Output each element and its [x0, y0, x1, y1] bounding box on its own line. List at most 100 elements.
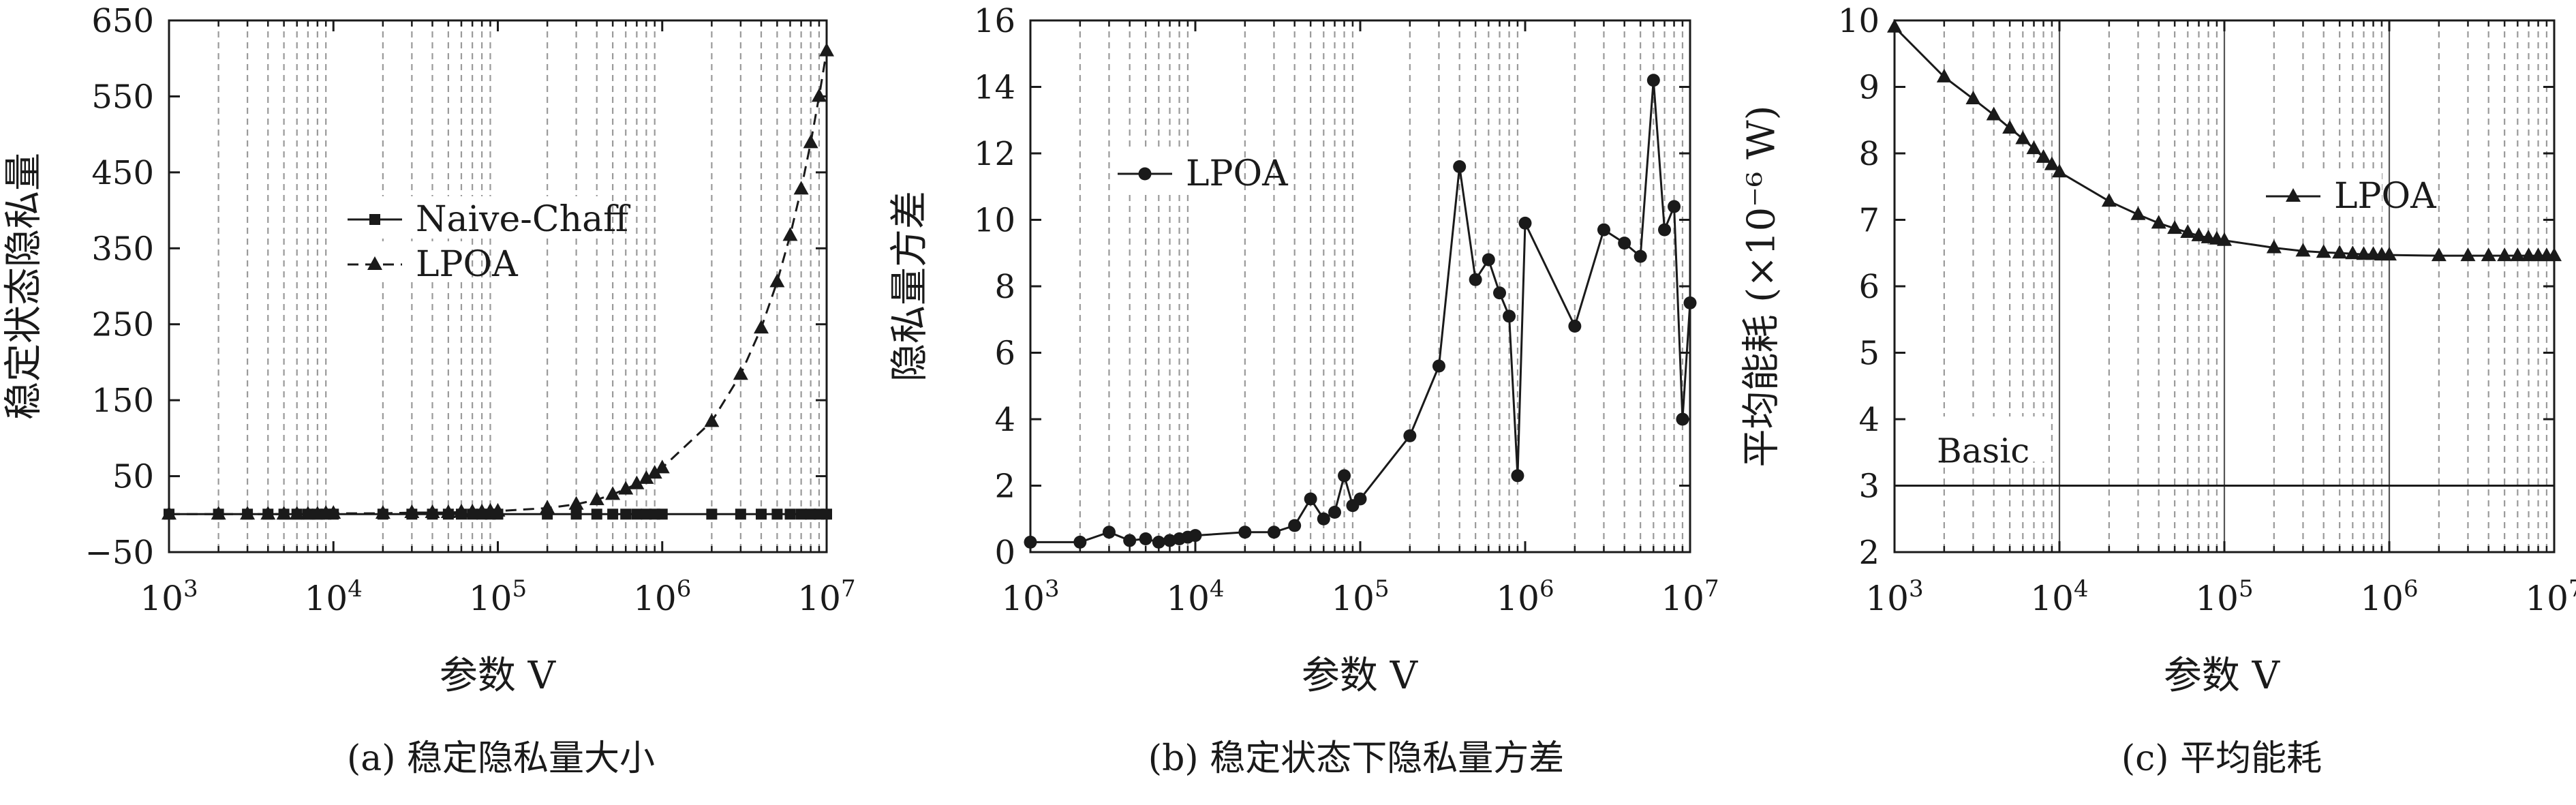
data-point	[289, 506, 305, 520]
data-point	[811, 88, 827, 102]
data-point	[795, 508, 807, 520]
x-tick-label: 106	[633, 575, 691, 618]
chart-panel-2: 103 104 105 106 107 0 2 4 6 8 10 12 14 16 参数 V 隐私量方差 (b)…	[888, 2, 1719, 779]
data-point	[2510, 247, 2526, 262]
x-axis-label: 参数 V	[2164, 654, 2281, 698]
legend-marker	[369, 214, 380, 225]
series-lpoa	[1024, 74, 1697, 549]
data-point	[1618, 237, 1631, 250]
data-point	[211, 506, 226, 520]
y-tick-label: 5	[1858, 335, 1880, 373]
y-axis-label: 隐私量方差	[888, 191, 932, 382]
legend-item: LPOA	[2259, 173, 2437, 217]
data-point	[425, 504, 440, 519]
data-point	[2547, 247, 2562, 262]
data-point	[1518, 216, 1532, 230]
y-tick-label: 50	[112, 458, 154, 496]
data-point	[753, 320, 769, 334]
data-point	[2180, 224, 2196, 239]
data-point	[771, 508, 783, 520]
data-point	[1102, 526, 1116, 539]
data-point	[1328, 506, 1342, 519]
y-tick-label: 2	[994, 468, 1015, 506]
data-point	[2130, 206, 2146, 220]
data-point	[2052, 164, 2067, 178]
data-point	[769, 273, 785, 288]
chart-panel-3: 103 104 105 106 107 2 3 4 5 6 7 8 9 10 参数 V 平均能耗 (×10⁻⁶…	[1740, 2, 2576, 779]
data-point	[589, 491, 604, 506]
x-tick-label: 106	[2360, 575, 2418, 618]
legend-item: Naive-Chaff	[341, 196, 631, 240]
data-point	[641, 508, 652, 520]
data-point	[1493, 286, 1507, 300]
data-point	[1986, 106, 2002, 121]
data-point	[2521, 247, 2536, 262]
data-point	[654, 459, 670, 474]
chart-caption: (a) 稳定隐私量大小	[347, 738, 655, 779]
x-tick-label: 107	[1661, 575, 1719, 618]
data-point	[1189, 529, 1202, 543]
x-tick-label: 107	[797, 575, 855, 618]
data-point	[440, 504, 456, 519]
data-point	[819, 42, 834, 57]
data-point	[647, 465, 662, 479]
legend-bg	[341, 196, 607, 236]
x-tick-label: 104	[2030, 575, 2088, 618]
x-axis-label: 参数 V	[1302, 654, 1419, 698]
x-tick-label: 103	[1865, 575, 1923, 618]
data-point	[1139, 532, 1152, 545]
data-point	[793, 181, 809, 195]
legend-label: Naive-Chaff	[416, 199, 631, 240]
x-tick-label: 104	[1166, 575, 1224, 618]
y-axis: 2 3 4 5 6 7 8 9 10	[1838, 2, 2554, 572]
y-tick-label: 350	[91, 230, 154, 268]
data-point	[656, 508, 668, 520]
data-point	[1353, 492, 1367, 506]
data-point	[1024, 535, 1037, 549]
y-tick-label: −50	[85, 534, 154, 572]
x-grid	[1079, 20, 1684, 552]
x-tick-label: 103	[140, 575, 198, 618]
data-point	[300, 506, 316, 520]
chart-panel-1: 103 104 105 106 107 −50 50 150 250 350 450 550 650 参数…	[2, 2, 856, 779]
y-tick-label: 250	[91, 306, 154, 344]
x-tick-label: 104	[305, 575, 363, 618]
y-tick-label: 650	[91, 2, 154, 40]
data-point	[2382, 247, 2397, 261]
data-point	[1634, 249, 1647, 263]
data-point	[1073, 535, 1087, 549]
data-point	[540, 500, 555, 514]
series-lpoa	[162, 42, 834, 520]
data-point	[755, 508, 767, 520]
x-tick-label: 105	[2195, 575, 2253, 618]
series-lpoa	[1887, 18, 2562, 262]
data-point	[1163, 534, 1177, 547]
data-point	[706, 508, 718, 520]
data-point	[1568, 320, 1582, 333]
x-grid	[217, 20, 821, 552]
y-tick-label: 2	[1858, 534, 1880, 572]
chart-caption: (b) 稳定状态下隐私量方差	[1148, 738, 1564, 779]
data-point	[2015, 130, 2031, 145]
y-tick-label: 150	[91, 382, 154, 420]
data-point	[1597, 223, 1610, 237]
data-point	[2044, 156, 2059, 170]
x-axis: 103 104 105 106 107	[1001, 20, 1719, 618]
data-point	[2345, 245, 2361, 260]
data-point	[2481, 247, 2496, 262]
x-axis-label: 参数 V	[440, 654, 557, 698]
data-point	[260, 506, 276, 520]
x-tick-label: 106	[1496, 575, 1554, 618]
data-point	[1511, 469, 1524, 483]
data-point	[2316, 244, 2331, 258]
legend-item: LPOA	[1111, 151, 1289, 194]
data-point	[1503, 309, 1516, 323]
data-point	[276, 506, 292, 520]
y-tick-label: 10	[1838, 2, 1880, 40]
legend-marker	[367, 256, 382, 270]
data-point	[2497, 247, 2513, 262]
legend-label: LPOA	[2334, 176, 2437, 217]
data-point	[2266, 239, 2282, 254]
data-point	[404, 504, 420, 519]
